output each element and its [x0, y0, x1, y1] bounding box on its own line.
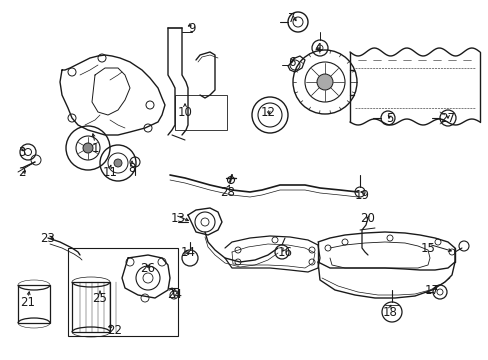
Text: 6: 6: [287, 55, 295, 68]
Bar: [175, 95, 226, 130]
Text: 22: 22: [107, 324, 122, 337]
Bar: [72, 282, 110, 332]
Text: 14: 14: [180, 246, 195, 258]
Text: 9: 9: [188, 22, 195, 35]
Text: 8: 8: [128, 162, 135, 175]
Text: 1: 1: [91, 141, 99, 154]
Text: 3: 3: [18, 145, 26, 158]
Text: 12: 12: [260, 105, 275, 118]
Circle shape: [83, 143, 93, 153]
Text: 24: 24: [167, 288, 182, 302]
Text: 20: 20: [360, 212, 375, 225]
Circle shape: [316, 74, 332, 90]
Text: 26: 26: [140, 261, 155, 274]
Bar: [18, 285, 50, 323]
Text: 11: 11: [102, 166, 117, 179]
Text: 15: 15: [420, 242, 434, 255]
Text: 27: 27: [440, 112, 454, 125]
Text: 17: 17: [424, 284, 439, 297]
Circle shape: [114, 159, 122, 167]
Text: 5: 5: [386, 112, 393, 125]
Text: 4: 4: [314, 41, 321, 54]
Text: 10: 10: [177, 105, 192, 118]
Text: 21: 21: [20, 296, 36, 309]
Text: 7: 7: [287, 12, 295, 24]
Text: 23: 23: [41, 231, 55, 244]
Text: 18: 18: [382, 306, 397, 319]
Text: 16: 16: [277, 246, 292, 258]
Bar: [68, 248, 178, 336]
Text: 25: 25: [92, 292, 107, 305]
Text: 2: 2: [18, 166, 26, 179]
Text: 19: 19: [354, 189, 369, 202]
Text: 28: 28: [220, 185, 235, 198]
Text: 13: 13: [170, 212, 185, 225]
